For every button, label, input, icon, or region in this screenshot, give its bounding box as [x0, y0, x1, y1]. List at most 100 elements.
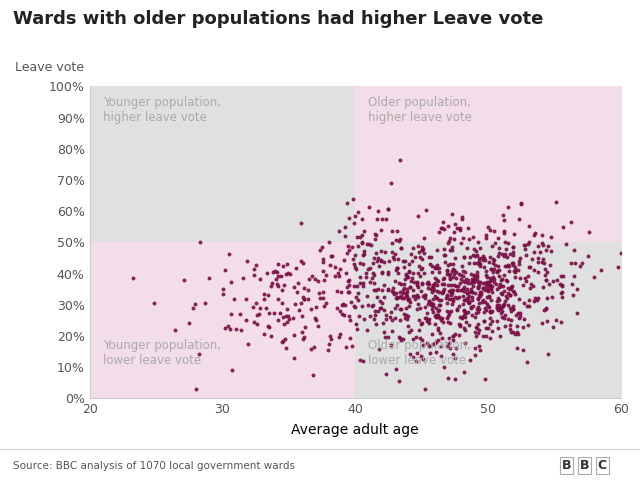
Point: [224, 251, 234, 258]
Point: [433, 326, 443, 334]
Point: [433, 300, 444, 308]
Point: [468, 271, 479, 278]
Point: [522, 302, 532, 310]
Point: [470, 252, 481, 260]
Point: [486, 265, 497, 273]
Point: [449, 228, 459, 236]
Point: [379, 329, 389, 336]
Point: [339, 256, 349, 264]
Point: [556, 289, 566, 297]
Point: [504, 267, 514, 275]
Point: [264, 310, 275, 317]
Point: [369, 279, 380, 287]
Point: [455, 224, 465, 231]
Point: [399, 294, 409, 302]
Point: [541, 304, 551, 312]
Point: [437, 280, 447, 288]
Point: [477, 254, 487, 262]
Point: [439, 286, 449, 293]
Point: [307, 371, 317, 379]
Point: [472, 320, 483, 328]
Point: [479, 298, 490, 305]
Point: [364, 240, 374, 248]
Point: [480, 286, 490, 294]
Point: [516, 200, 527, 207]
Text: B: B: [580, 459, 589, 472]
Point: [486, 242, 497, 250]
Point: [388, 253, 398, 261]
Point: [422, 278, 433, 286]
Point: [467, 278, 477, 286]
Point: [479, 255, 489, 263]
Point: [451, 344, 461, 351]
Point: [503, 288, 513, 296]
Point: [357, 239, 367, 247]
Point: [310, 314, 321, 322]
Point: [444, 310, 454, 318]
Point: [508, 249, 518, 256]
Point: [398, 335, 408, 342]
Point: [380, 248, 390, 256]
Point: [400, 314, 410, 322]
Point: [488, 274, 498, 281]
Point: [387, 228, 397, 235]
Point: [451, 220, 461, 228]
Point: [444, 339, 454, 347]
Point: [545, 261, 556, 269]
Point: [478, 297, 488, 304]
Point: [369, 254, 379, 262]
Point: [451, 268, 461, 276]
Point: [495, 305, 505, 312]
Point: [387, 288, 397, 295]
Point: [412, 305, 422, 312]
Point: [450, 293, 460, 301]
Point: [406, 277, 416, 285]
Point: [487, 317, 497, 324]
Text: Younger population,
lower leave vote: Younger population, lower leave vote: [103, 339, 221, 367]
Point: [542, 294, 552, 302]
Point: [248, 303, 259, 311]
Point: [435, 329, 445, 337]
Point: [231, 325, 241, 333]
Point: [442, 342, 452, 350]
Point: [444, 309, 454, 316]
Point: [431, 247, 442, 254]
Point: [454, 313, 465, 321]
Point: [390, 289, 401, 297]
Point: [429, 280, 439, 288]
Point: [390, 305, 400, 312]
Point: [317, 288, 328, 296]
Point: [403, 295, 413, 302]
Point: [439, 225, 449, 233]
Point: [538, 241, 548, 249]
Point: [376, 257, 386, 264]
Point: [487, 283, 497, 290]
Point: [508, 243, 518, 251]
Point: [472, 260, 482, 267]
Point: [484, 277, 495, 285]
Point: [394, 288, 404, 296]
Point: [413, 242, 423, 250]
Point: [371, 250, 381, 257]
Point: [306, 305, 316, 312]
Point: [425, 260, 435, 267]
Point: [485, 274, 495, 281]
Point: [341, 344, 351, 351]
Point: [372, 216, 382, 223]
Point: [356, 231, 367, 239]
Point: [583, 252, 593, 260]
Point: [430, 264, 440, 272]
Point: [353, 296, 363, 304]
Point: [566, 218, 576, 226]
Point: [423, 280, 433, 288]
Point: [493, 266, 504, 274]
Point: [337, 301, 347, 309]
Point: [452, 286, 462, 294]
Point: [347, 243, 357, 251]
Point: [420, 314, 431, 322]
Point: [464, 321, 474, 329]
Point: [391, 236, 401, 243]
Point: [359, 248, 369, 255]
Point: [370, 230, 380, 238]
Point: [452, 306, 462, 313]
